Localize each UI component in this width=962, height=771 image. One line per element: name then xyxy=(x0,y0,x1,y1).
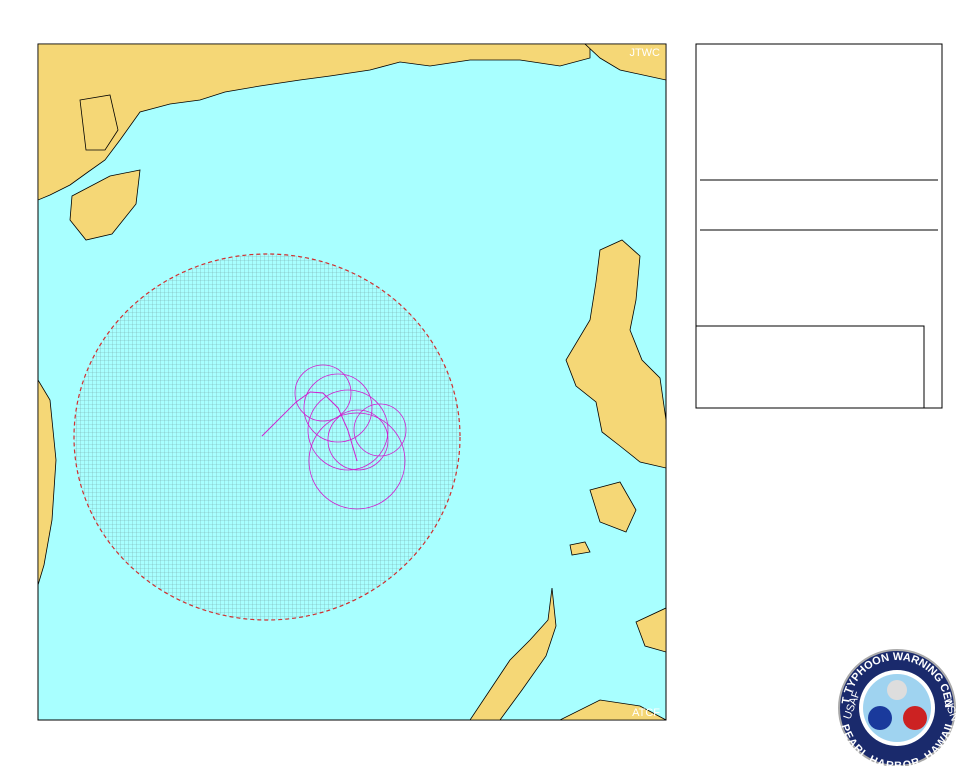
land xyxy=(38,44,666,720)
legend-box xyxy=(695,325,925,409)
wind-radii xyxy=(294,364,407,510)
corner-label: JTWC xyxy=(629,47,660,59)
track xyxy=(261,391,358,462)
corner-label: ATCF xyxy=(632,707,660,719)
danger-area xyxy=(73,253,461,621)
forecast-track xyxy=(261,391,358,462)
map xyxy=(38,44,666,720)
